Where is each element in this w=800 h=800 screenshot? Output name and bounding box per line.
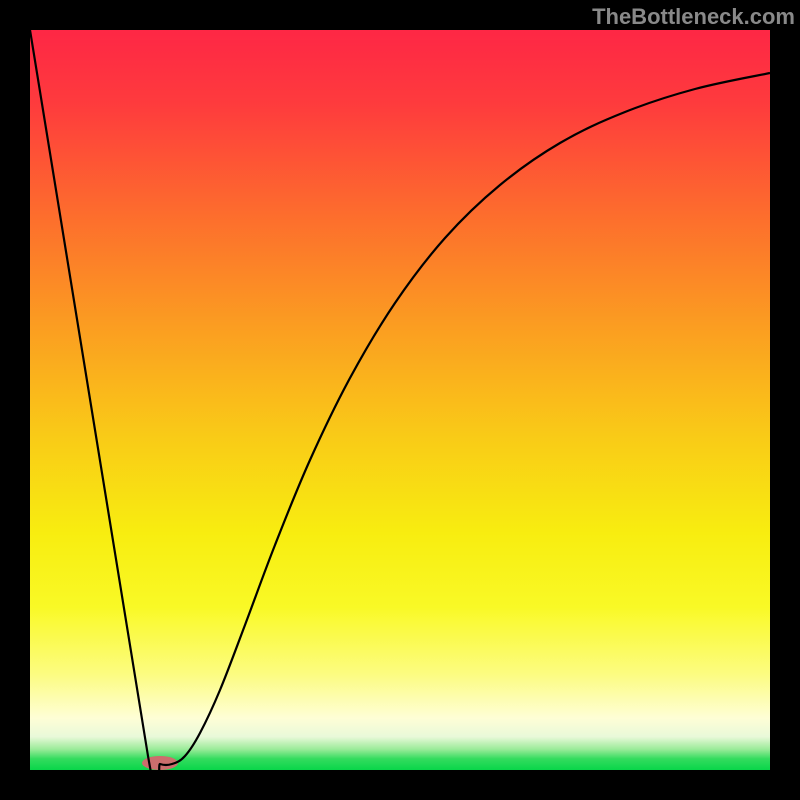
chart-container: TheBottleneck.com <box>0 0 800 800</box>
bottleneck-chart <box>0 0 800 800</box>
chart-background <box>30 30 770 770</box>
watermark-text: TheBottleneck.com <box>592 4 795 30</box>
